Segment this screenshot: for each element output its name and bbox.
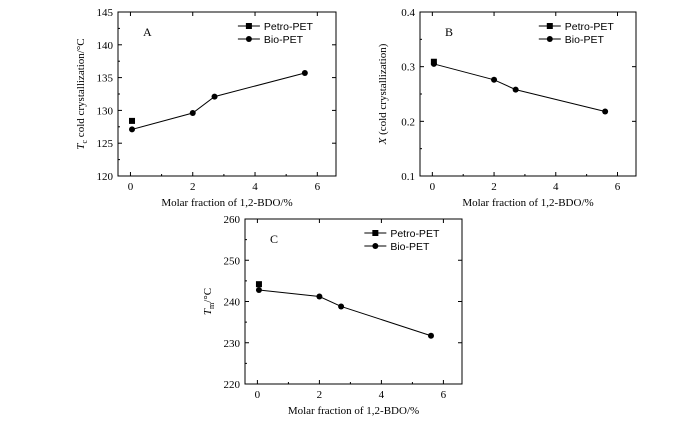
data-point-bio-pet	[211, 93, 218, 100]
series-line-bio-pet	[131, 72, 305, 130]
y-tick-label: 240	[224, 297, 241, 309]
legend-marker-bio-pet	[245, 36, 252, 42]
y-tick-label: 0.1	[401, 171, 415, 183]
data-point-bio-pet	[491, 76, 498, 83]
data-point-bio-pet	[129, 126, 136, 133]
data-point-bio-pet	[338, 303, 345, 310]
data-point-bio-pet	[428, 332, 434, 339]
y-axis-label-variable: X	[377, 136, 389, 145]
y-tick-label: 250	[224, 255, 241, 267]
legend-label-petro-pet: Petro-PET	[264, 21, 314, 33]
data-point-bio-pet	[602, 108, 609, 115]
legend-label-bio-pet: Bio-PET	[264, 34, 304, 46]
y-tick-label: 260	[224, 214, 241, 226]
y-tick-label: 0.3	[401, 62, 415, 74]
y-tick-label: 135	[97, 73, 114, 85]
y-axis-label-variable: T	[202, 308, 214, 315]
y-tick-label: 230	[224, 338, 241, 350]
legend-label-petro-pet: Petro-PET	[565, 21, 615, 33]
legend-marker-bio-pet	[546, 36, 553, 42]
chart-panel-b: 0.1 0.2 0.3 0.4 0 2 4 6 Molar fraction of 1,2-BD…	[377, 7, 637, 209]
x-axis-label: Molar fraction of 1,2-BDO/%	[462, 197, 593, 209]
y-axis-label-rest: (cold crystallization)	[377, 43, 389, 137]
chart-panel-a: 120 125 130 135 140 145 0 2 4 6 Molar fraction of …	[75, 7, 337, 209]
data-point-bio-pet	[430, 60, 437, 67]
y-tick-label: 0.4	[401, 7, 415, 19]
x-tick-label: 0	[255, 389, 261, 401]
panel-label: A	[143, 25, 152, 39]
x-axis-label: Molar fraction of 1,2-BDO/%	[288, 405, 419, 417]
y-axis-label-variable: T	[75, 143, 87, 150]
data-point-petro-pet	[255, 281, 262, 288]
legend-label-bio-pet: Bio-PET	[390, 241, 430, 253]
data-point-bio-pet	[512, 86, 519, 93]
x-tick-label: 6	[615, 181, 621, 193]
data-point-bio-pet	[255, 286, 262, 293]
y-tick-label: 220	[224, 379, 241, 391]
data-point-petro-pet	[129, 117, 136, 124]
y-axis-label: Tm/°C	[202, 288, 216, 315]
legend-marker-bio-pet	[372, 243, 379, 249]
y-axis-label: Tc cold crystallization/°C	[75, 38, 89, 149]
y-tick-label: 140	[97, 40, 114, 52]
y-axis-label-subscript: c	[80, 139, 89, 143]
x-tick-label: 4	[379, 389, 385, 401]
x-tick-label: 0	[430, 181, 436, 193]
x-axis-label: Molar fraction of 1,2-BDO/%	[161, 197, 292, 209]
panel-label: B	[445, 25, 453, 39]
legend-marker-petro-pet	[245, 23, 252, 29]
data-point-bio-pet	[316, 293, 323, 300]
legend-marker-petro-pet	[372, 230, 379, 236]
y-axis-label-rest: /°C	[202, 288, 214, 303]
x-tick-label: 6	[441, 389, 447, 401]
chart-panel-c: 220 230 240 250 260 0 2 4 6 Molar fraction of 1,2…	[202, 214, 463, 417]
x-tick-label: 2	[317, 389, 323, 401]
series-line-bio-pet	[258, 289, 432, 337]
panel-label: C	[270, 232, 278, 246]
y-axis-label: X (cold crystallization)	[377, 43, 389, 145]
x-tick-label: 4	[553, 181, 559, 193]
y-axis-label-subscript: m	[207, 302, 216, 309]
data-point-bio-pet	[301, 70, 308, 77]
y-tick-label: 130	[97, 105, 114, 117]
x-tick-label: 6	[315, 181, 321, 193]
data-point-bio-pet	[189, 110, 196, 117]
legend-label-petro-pet: Petro-PET	[390, 228, 440, 240]
y-tick-label: 0.2	[401, 116, 415, 128]
x-tick-label: 2	[190, 181, 196, 193]
x-tick-label: 2	[491, 181, 497, 193]
series-line-bio-pet	[433, 63, 606, 112]
x-tick-label: 4	[252, 181, 258, 193]
y-tick-label: 125	[97, 138, 114, 150]
legend-label-bio-pet: Bio-PET	[565, 34, 605, 46]
y-tick-label: 145	[97, 7, 114, 19]
y-axis-label-rest: cold crystallization/°C	[75, 38, 87, 140]
x-tick-label: 0	[128, 181, 134, 193]
y-tick-label: 120	[97, 171, 114, 183]
legend-marker-petro-pet	[546, 23, 553, 29]
